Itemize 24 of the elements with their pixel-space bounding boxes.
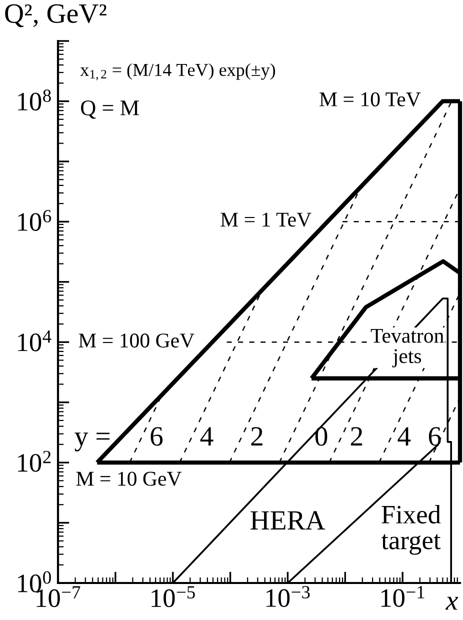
annotation: M = 10 GeV	[76, 472, 182, 486]
annotation: M = 1 TeV	[220, 212, 312, 227]
x-tick-label: 10$^{−5}$	[152, 586, 195, 608]
annotation: 2	[251, 427, 262, 446]
annotation: x$_{1,2}$ = (M/14 TeV) exp(±y)	[80, 63, 276, 80]
annotation: Tevatron jets	[370, 328, 444, 368]
annotation: 2	[350, 427, 362, 446]
annotation: Q = M	[81, 100, 139, 119]
annotation: M = 10 TeV	[320, 92, 421, 106]
annotation: Fixed target	[381, 505, 441, 555]
y-tick-label: 10$^{4}$	[18, 330, 52, 352]
annotation: 4	[398, 427, 411, 446]
x-axis-title: x	[445, 596, 458, 610]
annotation: M = 100 GeV	[78, 334, 194, 348]
y-axis-title: Q², GeV²	[5, 4, 106, 28]
x-tick-label: 10$^{−1}$	[381, 586, 424, 607]
annotation: y =	[74, 432, 110, 452]
y-tick-label: 10$^{6}$	[18, 210, 52, 231]
annotation: HERA	[250, 511, 326, 530]
annotation: 6	[150, 427, 163, 446]
y-tick-label: 10$^{8}$	[18, 90, 51, 111]
annotation: 4	[200, 427, 214, 446]
x-tick-label: 10$^{−3}$	[266, 586, 310, 607]
y-tick-label: 10$^{2}$	[18, 450, 51, 472]
